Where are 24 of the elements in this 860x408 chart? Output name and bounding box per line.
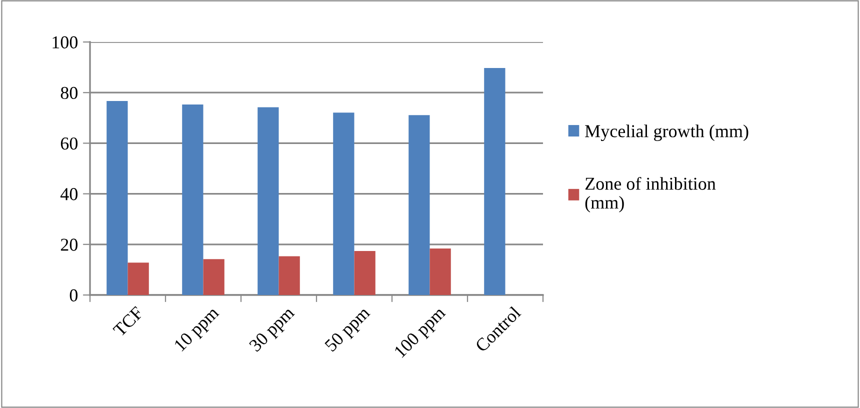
x-tick-label: 100 ppm xyxy=(394,306,449,361)
bar xyxy=(106,100,128,295)
y-tick-label: 20 xyxy=(60,238,78,251)
bar xyxy=(430,248,451,295)
y-tick-label: 40 xyxy=(60,188,78,200)
bar xyxy=(203,259,224,295)
y-tick-label: 100 xyxy=(52,36,78,48)
bar xyxy=(128,262,149,295)
bar xyxy=(484,68,506,295)
y-tick-label: 0 xyxy=(70,289,78,302)
bar xyxy=(278,256,300,295)
bar xyxy=(354,250,376,295)
bar xyxy=(182,104,204,295)
x-tick-label: 10 ppm xyxy=(174,306,222,354)
y-tick-label: 60 xyxy=(60,137,78,150)
legend-label: Zone of inhibition (mm) xyxy=(585,176,716,212)
bar xyxy=(408,115,430,295)
x-tick-label: 50 ppm xyxy=(324,306,374,355)
legend-label: Mycelial growth (mm) xyxy=(585,124,748,142)
x-tick-label: TCF xyxy=(112,306,144,338)
bar xyxy=(258,107,279,295)
x-tick-label: 30 ppm xyxy=(248,306,298,355)
bar xyxy=(333,112,354,295)
y-tick-label: 80 xyxy=(60,86,78,100)
